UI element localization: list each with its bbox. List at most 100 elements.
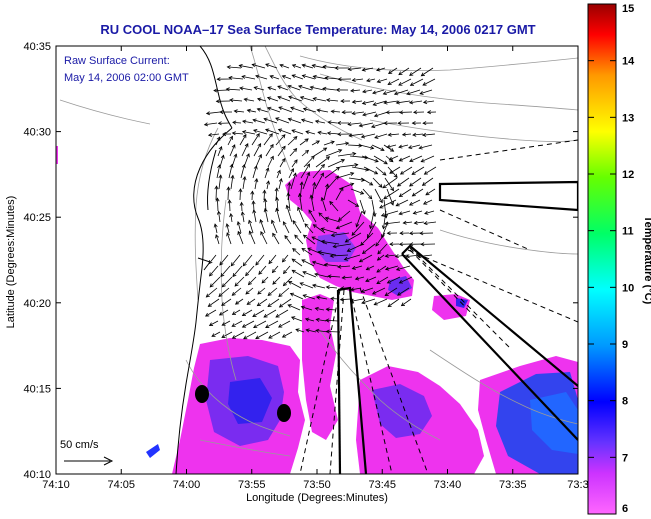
current-vector [284,235,292,245]
current-vector-head [304,223,309,228]
current-vector-head [256,107,261,112]
current-vector-head [232,120,237,125]
current-vector-head [380,212,386,217]
current-vector-head [335,225,340,230]
current-vector [263,309,277,318]
current-vector [242,320,255,328]
current-vector [206,111,221,114]
current-vector-head [268,260,273,265]
current-vector [265,63,278,69]
current-vector [409,199,421,206]
current-vector [362,188,373,200]
x-tick-label: 74:05 [107,479,135,491]
current-vector-head [243,335,248,340]
current-vector [410,78,424,86]
current-vector [308,209,317,223]
current-vector-head [287,304,292,308]
current-vector [327,159,345,168]
current-vector-head [383,160,388,165]
current-vector-head [242,262,247,267]
current-vector [333,243,352,248]
current-vector-head [267,292,272,296]
current-vector-head [422,81,427,86]
current-vector-head [292,220,297,225]
current-vector [300,282,314,289]
current-vector-head [308,209,313,214]
current-vector-head [272,280,277,285]
current-vector [277,146,286,157]
current-vector [302,271,317,278]
current-vector [208,298,220,307]
current-vector-head [304,317,310,322]
current-vector [291,258,303,267]
current-vector-head [412,132,417,137]
current-vector-head [225,87,230,92]
current-vector [383,144,394,152]
current-vector [270,75,280,80]
current-vector [381,210,399,217]
current-vector [275,134,286,146]
current-vector-head [236,221,241,226]
current-vector [267,156,274,168]
figure-title: RU COOL NOAA–17 Sea Surface Temperature:… [100,22,535,37]
current-vector-head [398,110,404,115]
current-vector-head [351,111,356,116]
current-vector [303,294,316,300]
current-vector-head [219,110,224,115]
current-vector [384,100,399,104]
current-vector-head [330,140,335,145]
current-vector [232,309,241,315]
current-vector [278,129,292,135]
current-vector-head [294,234,299,239]
current-vector [209,265,219,277]
x-tick-label: 73:3 [567,479,588,491]
current-vector-head [351,99,356,104]
current-vector-head [238,188,243,193]
current-vector-head [291,258,296,263]
current-vector-head [233,109,238,114]
current-vector [385,254,397,257]
current-vector [362,243,376,254]
current-vector-head [215,197,220,202]
current-vector [349,133,364,137]
current-vector [257,287,266,295]
current-vector-head [311,236,316,241]
current-vector [365,276,377,282]
current-vector [315,329,329,333]
current-vector-head [258,153,262,159]
current-vector [326,286,338,289]
current-vector [307,247,325,256]
current-vector-head [406,91,411,96]
current-vector-head [365,266,370,271]
annotation-line1: Raw Surface Current: [64,55,170,67]
current-vector [301,248,313,256]
current-vector [292,248,301,256]
surface-current-vectors [203,63,437,340]
current-vector [208,133,220,136]
current-vector-head [207,303,212,307]
current-vector [267,298,280,307]
current-vector-head [277,169,281,174]
current-vector [252,309,265,317]
current-vector-head [298,84,303,89]
current-vector-head [281,333,287,338]
current-vector-head [390,147,395,152]
current-vector-head [242,133,247,139]
current-vector-head [231,291,236,296]
current-vector [331,232,350,236]
current-vector-head [265,324,270,328]
current-vector [206,287,218,298]
current-vector [258,265,267,275]
current-vector [291,159,298,168]
current-vector [230,254,241,267]
current-vector-head [282,269,287,275]
current-vector [211,331,221,337]
current-vector-head [239,86,244,91]
current-vector-head [302,107,308,112]
current-vector-head [252,313,257,317]
current-vector-head [260,231,264,236]
current-vector-head [231,311,237,315]
current-vector-head [215,99,220,104]
current-vector-head [230,262,235,267]
current-vector [227,66,242,69]
